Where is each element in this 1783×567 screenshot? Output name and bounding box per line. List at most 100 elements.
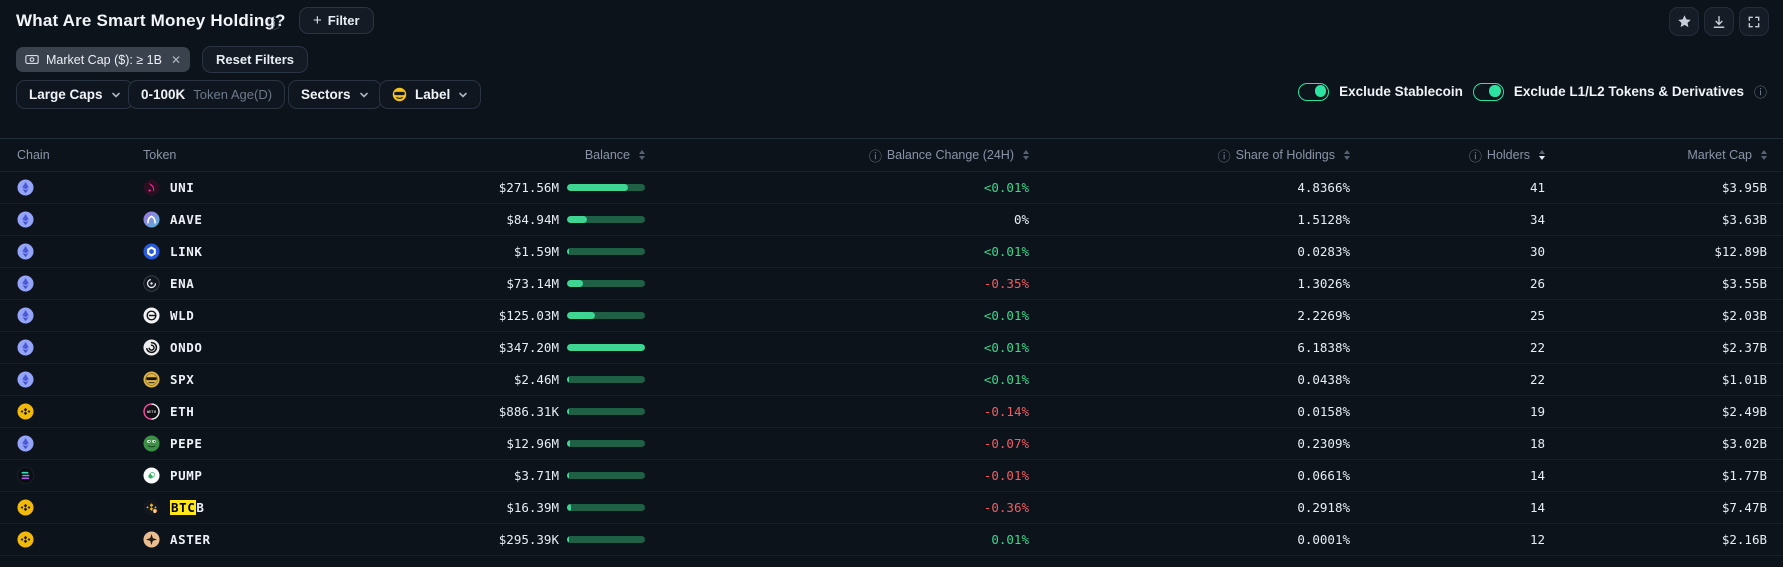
balance-cell: $1.59M [459, 236, 645, 267]
header-holders[interactable]: ⓘ Holders [1469, 139, 1545, 171]
token-cell[interactable]: ONDO [143, 332, 203, 363]
sort-icon[interactable] [1023, 150, 1029, 160]
table-row[interactable]: SPX $2.46M <0.01% 0.0438% 22 $1.01B [0, 364, 1783, 396]
sort-icon[interactable] [1761, 150, 1767, 160]
title-info-icon[interactable]: ⓘ [268, 16, 282, 31]
table-row[interactable]: UNI $271.56M <0.01% 4.8366% 41 $3.95B [0, 172, 1783, 204]
favorite-button[interactable] [1669, 7, 1699, 36]
sort-icon[interactable] [1344, 150, 1350, 160]
header-balance[interactable]: Balance [585, 139, 645, 171]
token-cell[interactable]: WETH ETH [143, 396, 194, 427]
sectors-dropdown[interactable]: Sectors [288, 80, 382, 109]
token-cell[interactable]: ASTER [143, 524, 211, 555]
token-cell[interactable]: SPX [143, 364, 194, 395]
toggle-group: Exclude Stablecoin Exclude L1/L2 Tokens … [1298, 82, 1767, 101]
holders-value: 41 [1529, 180, 1545, 195]
fullscreen-button[interactable] [1739, 7, 1769, 36]
exclude-l1l2-toggle[interactable] [1472, 82, 1504, 101]
token-symbol[interactable]: PUMP [170, 468, 203, 483]
reset-filters-button[interactable]: Reset Filters [202, 46, 309, 73]
market-cap-filter-chip[interactable]: Market Cap ($): ≥ 1B ✕ [16, 47, 190, 72]
reset-filters-label: Reset Filters [216, 52, 295, 67]
ena-icon [143, 275, 160, 292]
header-balance-change[interactable]: ⓘ Balance Change (24H) [869, 139, 1029, 171]
token-cell[interactable]: PEPE [143, 428, 203, 459]
chevron-down-icon [111, 92, 120, 98]
balance-bar [567, 408, 645, 415]
token-symbol[interactable]: PEPE [170, 436, 203, 451]
token-symbol[interactable]: AAVE [170, 212, 203, 227]
market-cap-size-label: Large Caps [29, 87, 103, 102]
share-of-holdings-value: 2.2269% [1297, 308, 1350, 323]
token-symbol[interactable]: ETH [170, 404, 195, 419]
token-symbol[interactable]: ONDO [170, 340, 203, 355]
l1l2-info-icon[interactable]: ⓘ [1753, 85, 1767, 100]
market-cap-value: $2.49B [1721, 404, 1767, 419]
token-cell[interactable]: ENA [143, 268, 194, 299]
token-symbol[interactable]: SPX [170, 372, 195, 387]
balance-change-value: <0.01% [983, 308, 1029, 323]
filter-button[interactable]: + Filter [299, 7, 374, 34]
header-chain[interactable]: Chain [17, 148, 50, 162]
balance-cell: $271.56M [459, 172, 645, 203]
info-icon[interactable]: ⓘ [1468, 148, 1482, 164]
chip-close-icon[interactable]: ✕ [170, 52, 181, 67]
chain-cell [17, 300, 34, 331]
sort-icon[interactable] [1539, 150, 1545, 160]
table-row[interactable]: ₿ BTCB $16.39M -0.36% 0.2918% 14 $7.47B [0, 492, 1783, 524]
balance-value: $295.39K [498, 532, 559, 547]
chain-cell [17, 460, 34, 491]
download-button[interactable] [1704, 7, 1734, 36]
token-cell[interactable]: PUMP [143, 460, 203, 491]
share-of-holdings-value: 0.0661% [1297, 468, 1350, 483]
sort-icon[interactable] [639, 150, 645, 160]
label-dropdown[interactable]: Label [379, 80, 482, 109]
holders-value: 14 [1529, 468, 1545, 483]
token-symbol[interactable]: BTCB [170, 500, 205, 515]
table-row[interactable]: WLD $125.03M <0.01% 2.2269% 25 $2.03B [0, 300, 1783, 332]
token-symbol[interactable]: WLD [170, 308, 195, 323]
token-symbol[interactable]: ASTER [170, 532, 211, 547]
ethereum-icon [17, 371, 34, 388]
token-cell[interactable]: WLD [143, 300, 194, 331]
table-row[interactable]: LINK $1.59M <0.01% 0.0283% 30 $12.89B [0, 236, 1783, 268]
token-cell[interactable]: AAVE [143, 204, 203, 235]
top-bar: What Are Smart Money Holding? ⓘ + Filter [0, 0, 1783, 42]
ethereum-icon [17, 435, 34, 452]
table-row[interactable]: AAVE $84.94M 0% 1.5128% 34 $3.63B [0, 204, 1783, 236]
market-cap-value: $7.47B [1721, 500, 1767, 515]
token-cell[interactable]: LINK [143, 236, 203, 267]
market-cap-size-dropdown[interactable]: Large Caps [16, 80, 134, 109]
table-row[interactable]: ONDO $347.20M <0.01% 6.1838% 22 $2.37B [0, 332, 1783, 364]
header-market-cap[interactable]: Market Cap [1687, 139, 1767, 171]
market-cap-value: $3.95B [1721, 180, 1767, 195]
weth-icon: WETH [143, 403, 160, 420]
balance-value: $12.96M [506, 436, 559, 451]
table-row[interactable]: ASTER $295.39K 0.01% 0.0001% 12 $2.16B [0, 524, 1783, 556]
token-symbol[interactable]: LINK [170, 244, 203, 259]
info-icon[interactable]: ⓘ [1217, 148, 1231, 164]
token-age-dropdown[interactable]: 0-100K Token Age(D) [128, 80, 286, 109]
table-row[interactable]: WETH ETH $886.31K -0.14% 0.0158% 19 $2.4… [0, 396, 1783, 428]
exclude-stablecoin-toggle[interactable] [1298, 82, 1330, 101]
header-token[interactable]: Token [143, 148, 177, 162]
token-symbol[interactable]: UNI [170, 180, 195, 195]
table-row[interactable]: PEPE $12.96M -0.07% 0.2309% 18 $3.02B [0, 428, 1783, 460]
token-cell[interactable]: ₿ BTCB [143, 492, 205, 523]
chain-cell [17, 332, 34, 363]
header-share-of-holdings[interactable]: ⓘ Share of Holdings [1218, 139, 1350, 171]
info-icon[interactable]: ⓘ [868, 148, 882, 164]
balance-bar [567, 376, 645, 383]
table-row[interactable]: PUMP $3.71M -0.01% 0.0661% 14 $1.77B [0, 460, 1783, 492]
market-cap-value: $3.02B [1721, 436, 1767, 451]
chain-cell [17, 524, 34, 555]
exclude-l1l2-label: Exclude L1/L2 Tokens & Derivatives [1513, 84, 1744, 99]
sectors-label: Sectors [301, 87, 351, 102]
table-row[interactable]: ENA $73.14M -0.35% 1.3026% 26 $3.55B [0, 268, 1783, 300]
svg-text:₿: ₿ [153, 508, 156, 513]
balance-cell: $886.31K [459, 396, 645, 427]
table-header-row: Chain Token Balance ⓘ Balance Change (24H… [0, 138, 1783, 172]
token-cell[interactable]: UNI [143, 172, 194, 203]
token-symbol[interactable]: ENA [170, 276, 195, 291]
ethereum-icon [17, 275, 34, 292]
